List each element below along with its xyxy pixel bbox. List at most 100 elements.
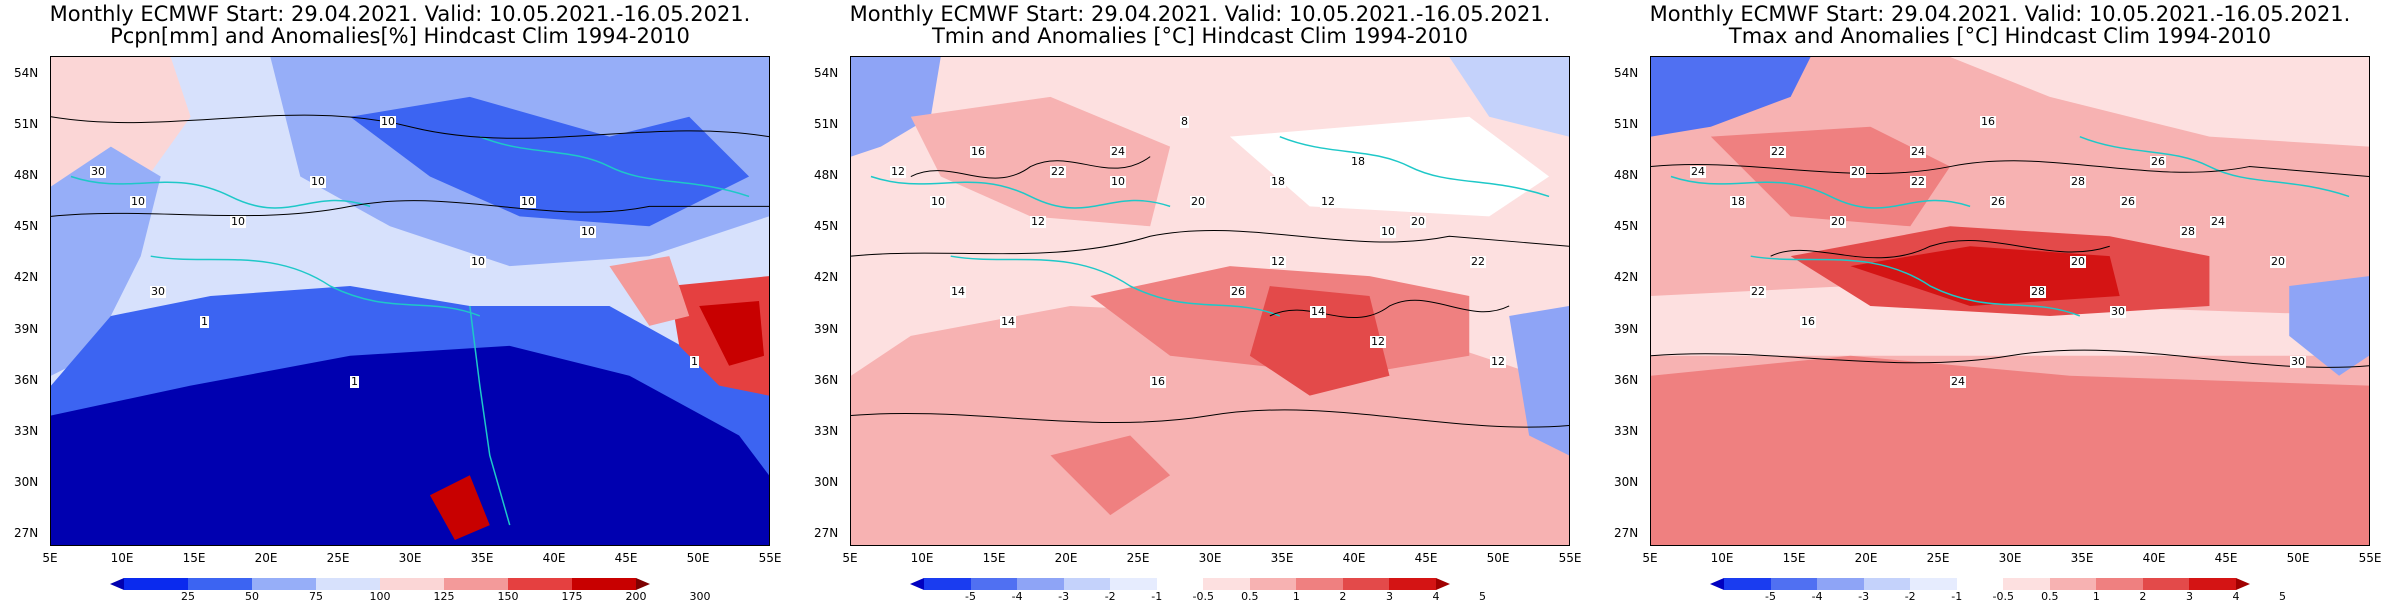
colorbar-segment [380, 578, 444, 590]
lat-tick-label: 27N [814, 526, 839, 540]
contour-label: 18 [1730, 195, 1746, 208]
contour-label: 10 [930, 195, 946, 208]
colorbar-segment [2096, 578, 2143, 590]
contour-label: 30 [150, 285, 166, 298]
colorbar-arrow-left [910, 578, 924, 590]
contour-label: 12 [1030, 215, 1046, 228]
panel-title-line1: Monthly ECMWF Start: 29.04.2021. Valid: … [1649, 2, 2351, 26]
colorbar-label: 150 [497, 590, 519, 603]
lon-tick-label: 5E [1642, 551, 1658, 565]
precip-map-svg [51, 57, 769, 545]
contour-label: 30 [90, 165, 106, 178]
colorbar [910, 578, 1451, 590]
colorbar-label: -3 [1858, 590, 1870, 603]
contour-label: 24 [1910, 145, 1926, 158]
contour-label: 10 [130, 195, 146, 208]
colorbar-segment [188, 578, 252, 590]
lon-tick-label: 30E [1998, 551, 2022, 565]
lat-tick-label: 48N [814, 168, 839, 183]
colorbar-segment [1249, 578, 1297, 590]
colorbar-label: -4 [1811, 590, 1823, 603]
colorbar-segment [1342, 578, 1390, 590]
contour-label: 22 [1050, 165, 1066, 178]
lon-tick-label: 5E [842, 551, 858, 565]
lon-tick-label: 40E [542, 551, 566, 565]
colorbar-label: -4 [1011, 590, 1023, 603]
contour-label: 22 [1470, 255, 1486, 268]
colorbar-label: 5 [1479, 590, 1487, 603]
colorbar-segment [1910, 578, 1957, 590]
lon-tick-label: 25E [1126, 551, 1150, 565]
lon-tick-label: 10E [910, 551, 934, 565]
lat-tick-label: 27N [14, 526, 39, 540]
contour-label: 28 [2180, 225, 2196, 238]
colorbar-label: 1 [2092, 590, 2100, 603]
lat-tick-label: 39N [14, 321, 39, 336]
colorbar-label: 2 [2139, 590, 2147, 603]
contour-label: 30 [2290, 355, 2306, 368]
lon-tick-label: 50E [2286, 551, 2310, 565]
contour-label: 20 [2270, 255, 2286, 268]
contour-label: 28 [2070, 175, 2086, 188]
panel-title-line1: Monthly ECMWF Start: 29.04.2021. Valid: … [849, 2, 1551, 26]
lon-tick-label: 45E [614, 551, 638, 565]
contour-label: 16 [1980, 115, 1996, 128]
contour-label: 20 [2070, 255, 2086, 268]
contour-label: 24 [1110, 145, 1126, 158]
colorbar-segment [1203, 578, 1250, 590]
panel-title-line1: Monthly ECMWF Start: 29.04.2021. Valid: … [49, 2, 751, 26]
contour-label: 10 [580, 225, 596, 238]
colorbar-label: -3 [1058, 590, 1070, 603]
contour-label: 26 [2150, 155, 2166, 168]
contour-label: 22 [1910, 175, 1926, 188]
lat-tick-label: 45N [1614, 219, 1639, 234]
tmin-map [850, 56, 1570, 546]
lat-tick-label: 36N [814, 372, 839, 387]
contour-label: 14 [950, 285, 966, 298]
colorbar-segment [2142, 578, 2190, 590]
colorbar-segment [1063, 578, 1111, 590]
lon-tick-label: 55E [1558, 551, 1582, 565]
contour-label: 24 [1690, 165, 1706, 178]
colorbar [1710, 578, 2251, 590]
contour-label: 20 [1190, 195, 1206, 208]
lat-tick-label: 36N [1614, 372, 1639, 387]
contour-label: 24 [1950, 375, 1966, 388]
lon-tick-label: 20E [1854, 551, 1878, 565]
lat-tick-label: 48N [1614, 168, 1639, 183]
lat-tick-label: 54N [814, 66, 839, 80]
colorbar-segment [124, 578, 188, 590]
colorbar-segment [1817, 578, 1864, 590]
contour-label: 8 [1180, 115, 1189, 128]
lon-tick-label: 50E [1486, 551, 1510, 565]
lat-tick-label: 33N [14, 423, 39, 438]
lat-tick-label: 45N [14, 219, 39, 234]
colorbar-label: 2 [1339, 590, 1347, 603]
lat-tick-label: 45N [814, 219, 839, 234]
colorbar-segment [1863, 578, 1911, 590]
lat-tick-label: 54N [14, 66, 39, 80]
colorbar [110, 578, 650, 590]
contour-label: 10 [1110, 175, 1126, 188]
colorbar-label: 175 [561, 590, 583, 603]
contour-label: 12 [1370, 335, 1386, 348]
contour-label: 10 [520, 195, 536, 208]
colorbar-label: -2 [1904, 590, 1916, 603]
colorbar-segment [1389, 578, 1437, 590]
lat-tick-label: 33N [1614, 423, 1639, 438]
colorbar-arrow-left [1710, 578, 1724, 590]
contour-label: 30 [2110, 305, 2126, 318]
lat-tick-label: 48N [14, 168, 39, 183]
contour-label: 10 [310, 175, 326, 188]
contour-label: 20 [1850, 165, 1866, 178]
lon-tick-label: 5E [42, 551, 58, 565]
contour-label: 1 [690, 355, 699, 368]
colorbar-arrow-right [2236, 578, 2251, 590]
lat-tick-label: 39N [1614, 321, 1639, 336]
colorbar-segment [508, 578, 572, 590]
contour-label: 18 [1350, 155, 1366, 168]
contour-label: 10 [470, 255, 486, 268]
tmax-panel: Monthly ECMWF Start: 29.04.2021. Valid: … [1600, 0, 2400, 600]
contour-label: 12 [1320, 195, 1336, 208]
colorbar-label: -2 [1104, 590, 1116, 603]
